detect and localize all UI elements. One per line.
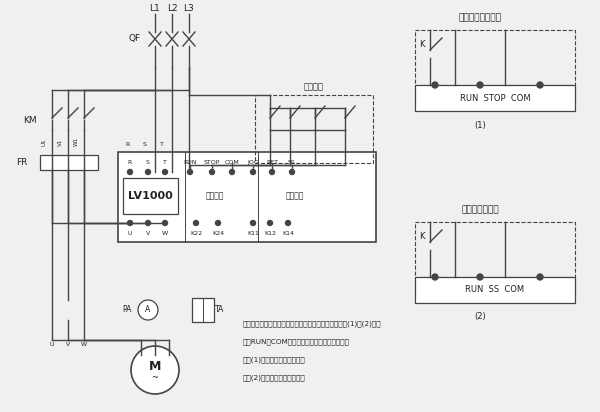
- Text: L3: L3: [184, 3, 194, 12]
- Text: W: W: [81, 342, 87, 347]
- Circle shape: [251, 220, 256, 225]
- Text: V: V: [146, 230, 150, 236]
- Text: K14: K14: [282, 230, 294, 236]
- Text: JOG: JOG: [247, 159, 259, 164]
- Bar: [123, 178, 178, 214]
- Text: QF: QF: [129, 33, 141, 42]
- Text: K: K: [419, 40, 425, 49]
- Bar: [192, 298, 214, 322]
- Circle shape: [193, 220, 199, 225]
- Text: 按图(1)接线，停车为自由停。: 按图(1)接线，停车为自由停。: [243, 356, 306, 363]
- Circle shape: [251, 169, 256, 175]
- Circle shape: [131, 346, 179, 394]
- Text: KM: KM: [23, 115, 37, 124]
- Text: (2): (2): [474, 312, 486, 321]
- Text: L1: L1: [149, 3, 160, 12]
- Text: K22: K22: [190, 230, 202, 236]
- Text: R: R: [128, 159, 132, 164]
- Circle shape: [432, 274, 438, 280]
- Bar: [415, 222, 575, 277]
- Text: U1: U1: [41, 138, 47, 146]
- Circle shape: [268, 220, 272, 225]
- Bar: [255, 95, 373, 163]
- Circle shape: [286, 220, 290, 225]
- Text: S: S: [143, 143, 147, 147]
- Text: 三线控制: 三线控制: [304, 82, 324, 91]
- Text: STOP: STOP: [204, 159, 220, 164]
- Circle shape: [128, 220, 133, 225]
- Text: COM: COM: [224, 159, 239, 164]
- Text: K12: K12: [264, 230, 276, 236]
- Text: RUN: RUN: [183, 159, 197, 164]
- Text: SS: SS: [288, 159, 296, 164]
- Circle shape: [477, 82, 483, 88]
- Text: 注：软起动器的外控起动、停止也可用二线控制【见图(1)和(2)】，: 注：软起动器的外控起动、停止也可用二线控制【见图(1)和(2)】，: [243, 320, 382, 327]
- Circle shape: [146, 169, 151, 175]
- Text: R: R: [125, 143, 129, 147]
- Text: W: W: [162, 230, 168, 236]
- Text: A: A: [145, 306, 151, 314]
- Text: 二线控制自由停车: 二线控制自由停车: [458, 14, 502, 23]
- Text: U: U: [128, 230, 132, 236]
- Circle shape: [269, 169, 275, 175]
- Text: K24: K24: [212, 230, 224, 236]
- Bar: [415, 30, 575, 85]
- Circle shape: [432, 82, 438, 88]
- Text: W1: W1: [74, 138, 79, 147]
- Text: M: M: [149, 360, 161, 372]
- Text: LV1000: LV1000: [128, 191, 172, 201]
- Text: RUN  STOP  COM: RUN STOP COM: [460, 94, 530, 103]
- Circle shape: [138, 300, 158, 320]
- Bar: [415, 277, 575, 303]
- Circle shape: [229, 169, 235, 175]
- Text: K11: K11: [247, 230, 259, 236]
- Circle shape: [187, 169, 193, 175]
- Text: S: S: [146, 159, 150, 164]
- Text: L2: L2: [167, 3, 178, 12]
- Text: T: T: [163, 159, 167, 164]
- Text: K: K: [419, 232, 425, 241]
- Circle shape: [537, 82, 543, 88]
- Bar: [118, 152, 376, 242]
- Text: FR: FR: [16, 157, 28, 166]
- Circle shape: [537, 274, 543, 280]
- Bar: [415, 85, 575, 111]
- Text: 故障输出: 故障输出: [286, 192, 304, 201]
- Text: T: T: [160, 143, 164, 147]
- Circle shape: [209, 169, 215, 175]
- Text: 二线控制软停车: 二线控制软停车: [461, 206, 499, 215]
- Circle shape: [215, 220, 221, 225]
- Circle shape: [290, 169, 295, 175]
- Circle shape: [477, 274, 483, 280]
- Text: V: V: [66, 342, 70, 347]
- Circle shape: [146, 220, 151, 225]
- Circle shape: [163, 169, 167, 175]
- Text: V1: V1: [58, 138, 62, 145]
- Text: ~: ~: [151, 374, 158, 382]
- Circle shape: [163, 220, 167, 225]
- Text: (1): (1): [474, 120, 486, 129]
- Text: PA: PA: [122, 306, 132, 314]
- Text: 利用RUN和COM的闭合和断开来控制软起动器。: 利用RUN和COM的闭合和断开来控制软起动器。: [243, 338, 350, 344]
- Text: RET: RET: [266, 159, 278, 164]
- Text: 旁路控制: 旁路控制: [206, 192, 224, 201]
- Text: U: U: [50, 342, 54, 347]
- Text: TA: TA: [215, 306, 224, 314]
- Bar: [40, 155, 98, 170]
- Circle shape: [128, 169, 133, 175]
- Text: RUN  SS  COM: RUN SS COM: [466, 286, 524, 295]
- Text: 按图(2)接线，停车为软停车。: 按图(2)接线，停车为软停车。: [243, 374, 306, 381]
